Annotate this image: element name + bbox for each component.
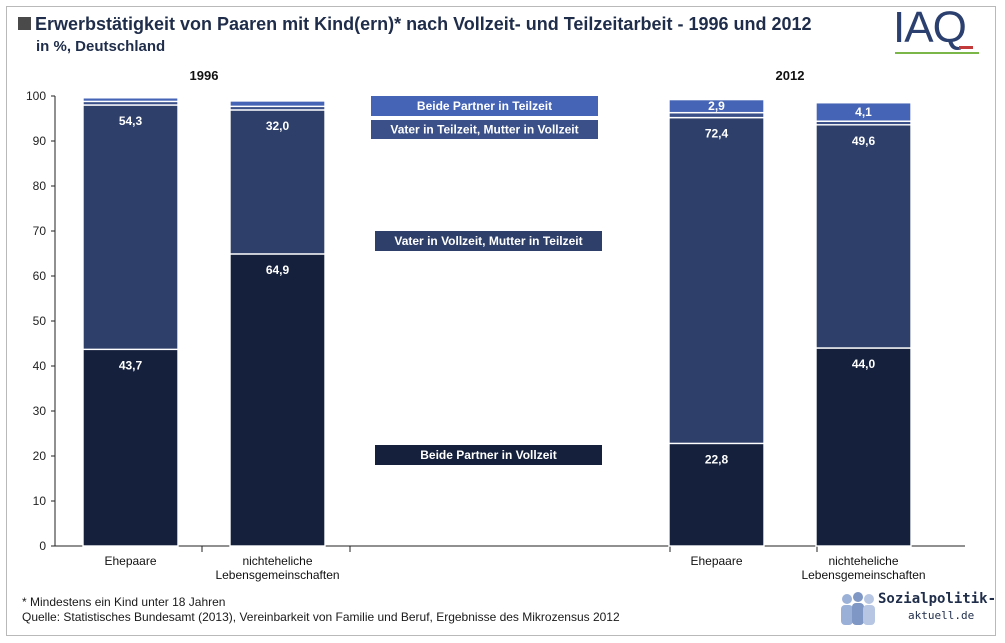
x-tick-label: Lebensgemeinschaften bbox=[215, 568, 339, 582]
x-tick-label: nichteheliche bbox=[242, 554, 312, 568]
y-tick-label: 40 bbox=[33, 359, 47, 373]
legend-box bbox=[375, 445, 602, 465]
data-label: 22,8 bbox=[705, 452, 729, 466]
x-tick-label: Ehepaare bbox=[690, 554, 742, 568]
chart-title-text: Erwerbstätigkeit von Paaren mit Kind(ern… bbox=[35, 14, 812, 34]
legend-label: Vater in Vollzeit, Mutter in Teilzeit bbox=[394, 234, 582, 248]
iaq-logo: IAQ bbox=[893, 6, 983, 58]
group-label: 1996 bbox=[190, 68, 219, 83]
legend-label: Beide Partner in Teilzeit bbox=[417, 99, 552, 113]
data-label: 64,9 bbox=[266, 263, 290, 277]
data-label: 32,0 bbox=[266, 119, 290, 133]
source-note: Quelle: Statistisches Bundesamt (2013), … bbox=[22, 610, 620, 624]
sozialpolitik-logo: Sozialpolitik- aktuell.de bbox=[838, 589, 996, 631]
bar-segment bbox=[668, 442, 765, 547]
data-label: 4,1 bbox=[855, 105, 872, 119]
x-tick-label: Lebensgemeinschaften bbox=[801, 568, 925, 582]
bar-segment bbox=[82, 97, 179, 103]
y-tick-label: 30 bbox=[33, 404, 47, 418]
y-tick-label: 90 bbox=[33, 134, 47, 148]
bar-segment bbox=[82, 104, 179, 351]
legend-label: Beide Partner in Vollzeit bbox=[420, 448, 556, 462]
y-tick-label: 10 bbox=[33, 494, 47, 508]
bar-segment bbox=[668, 98, 765, 114]
y-tick-label: 100 bbox=[26, 89, 46, 103]
people-icon bbox=[841, 592, 875, 625]
x-tick-label: Ehepaare bbox=[104, 554, 156, 568]
bar-segment bbox=[229, 253, 326, 547]
title-square-icon bbox=[18, 17, 31, 30]
bar-segment bbox=[815, 102, 912, 122]
bar-segment bbox=[815, 347, 912, 547]
data-label: 72,4 bbox=[705, 127, 729, 141]
data-label: 49,6 bbox=[852, 134, 876, 148]
footnote: * Mindestens ein Kind unter 18 Jahren bbox=[22, 595, 226, 609]
legend-box bbox=[371, 120, 598, 139]
chart-subtitle: in %, Deutschland bbox=[36, 38, 166, 55]
bar-segment bbox=[668, 116, 765, 445]
y-tick-label: 50 bbox=[33, 314, 47, 328]
iaq-logo-text: IAQ bbox=[893, 3, 967, 52]
chart-title: Erwerbstätigkeit von Paaren mit Kind(ern… bbox=[18, 14, 812, 35]
y-tick-label: 60 bbox=[33, 269, 47, 283]
data-label: 54,3 bbox=[119, 114, 143, 128]
bar-segment bbox=[229, 109, 326, 255]
legend-box bbox=[371, 96, 598, 116]
logo-red-line bbox=[959, 46, 973, 49]
y-tick-label: 0 bbox=[39, 539, 46, 553]
data-label: 44,0 bbox=[852, 357, 876, 371]
data-label: 43,7 bbox=[119, 358, 143, 372]
x-tick-label: nichteheliche bbox=[828, 554, 898, 568]
legend-label: Vater in Teilzeit, Mutter in Vollzeit bbox=[390, 123, 578, 137]
bar-segment bbox=[815, 124, 912, 349]
legend-box bbox=[375, 231, 602, 251]
y-tick-label: 80 bbox=[33, 179, 47, 193]
brand-domain: aktuell.de bbox=[908, 609, 975, 622]
logo-green-line bbox=[895, 52, 979, 54]
brand-name: Sozialpolitik- bbox=[878, 591, 997, 607]
data-label: 2,9 bbox=[708, 99, 725, 113]
bar-segment bbox=[229, 100, 326, 108]
chart-frame bbox=[6, 6, 996, 636]
bar-segment bbox=[668, 111, 765, 119]
group-label: 2012 bbox=[776, 68, 805, 83]
y-tick-label: 20 bbox=[33, 449, 47, 463]
y-tick-label: 70 bbox=[33, 224, 47, 238]
bar-segment bbox=[82, 348, 179, 547]
